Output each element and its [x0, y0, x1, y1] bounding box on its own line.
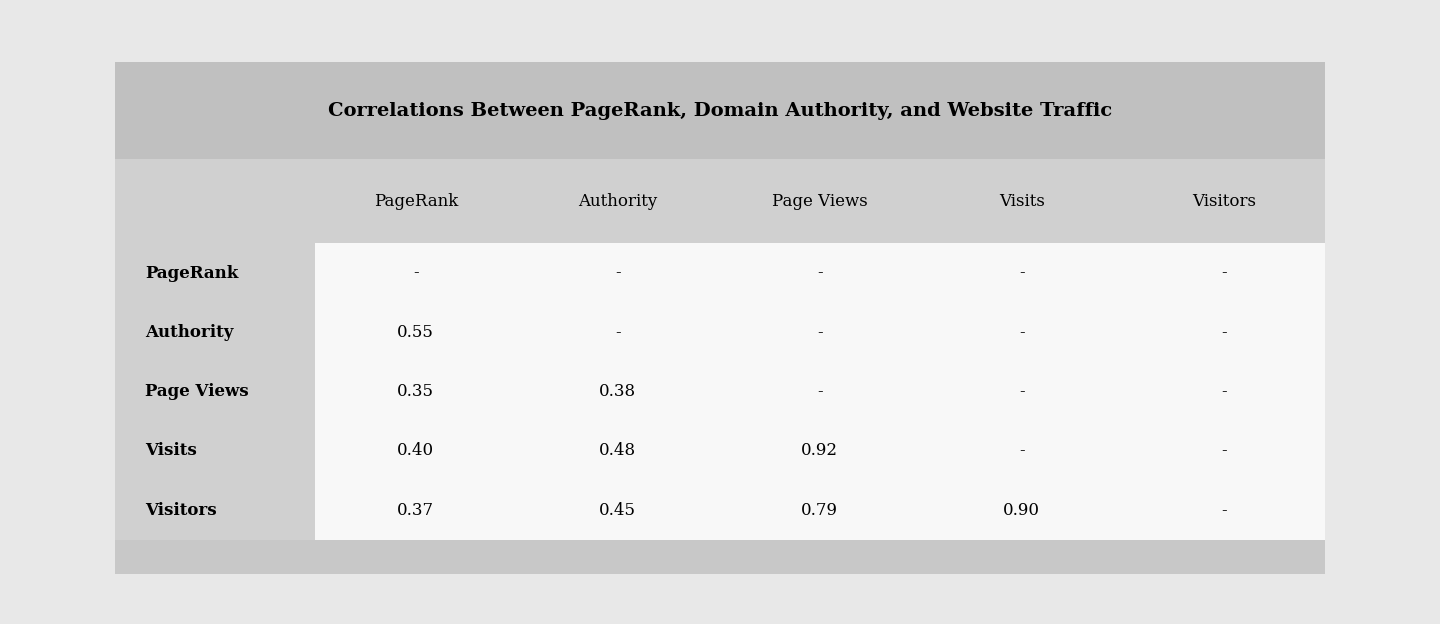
Text: 0.37: 0.37	[397, 502, 435, 519]
Text: Visits: Visits	[145, 442, 197, 459]
Text: PageRank: PageRank	[145, 265, 239, 281]
Text: -: -	[1221, 324, 1227, 341]
Text: 0.55: 0.55	[397, 324, 435, 341]
Text: -: -	[1221, 383, 1227, 400]
Text: Visitors: Visitors	[1192, 193, 1256, 210]
Text: 0.38: 0.38	[599, 383, 636, 400]
Bar	[115, 421, 315, 480]
Text: 0.79: 0.79	[801, 502, 838, 519]
Text: -: -	[816, 324, 822, 341]
Text: -: -	[1020, 265, 1025, 281]
Text: -: -	[1221, 442, 1227, 459]
Text: -: -	[1221, 265, 1227, 281]
Text: 0.45: 0.45	[599, 502, 636, 519]
Bar	[315, 421, 1325, 480]
Bar	[315, 243, 1325, 303]
Text: Page Views: Page Views	[145, 383, 249, 400]
Text: PageRank: PageRank	[373, 193, 458, 210]
Bar	[115, 62, 1325, 574]
Text: -: -	[816, 383, 822, 400]
Bar	[115, 540, 1325, 574]
Text: Visits: Visits	[999, 193, 1045, 210]
Text: -: -	[816, 265, 822, 281]
Bar	[315, 362, 1325, 421]
Text: Authority: Authority	[579, 193, 658, 210]
Text: -: -	[1020, 442, 1025, 459]
Text: -: -	[615, 324, 621, 341]
Text: 0.90: 0.90	[1004, 502, 1040, 519]
Text: -: -	[1020, 324, 1025, 341]
Text: 0.92: 0.92	[801, 442, 838, 459]
Text: 0.40: 0.40	[397, 442, 435, 459]
Bar	[315, 303, 1325, 362]
Text: Page Views: Page Views	[772, 193, 868, 210]
Text: -: -	[1221, 502, 1227, 519]
Text: Correlations Between PageRank, Domain Authority, and Website Traffic: Correlations Between PageRank, Domain Au…	[328, 102, 1112, 120]
Bar	[115, 303, 315, 362]
Bar	[115, 62, 1325, 159]
Bar	[315, 480, 1325, 540]
Text: -: -	[413, 265, 419, 281]
Text: Visitors: Visitors	[145, 502, 217, 519]
Text: -: -	[1020, 383, 1025, 400]
Text: -: -	[615, 265, 621, 281]
Bar	[115, 362, 315, 421]
Bar	[115, 480, 315, 540]
Text: 0.48: 0.48	[599, 442, 636, 459]
Bar	[115, 159, 1325, 243]
Text: 0.35: 0.35	[397, 383, 435, 400]
Bar	[115, 243, 315, 303]
Text: Authority: Authority	[145, 324, 233, 341]
